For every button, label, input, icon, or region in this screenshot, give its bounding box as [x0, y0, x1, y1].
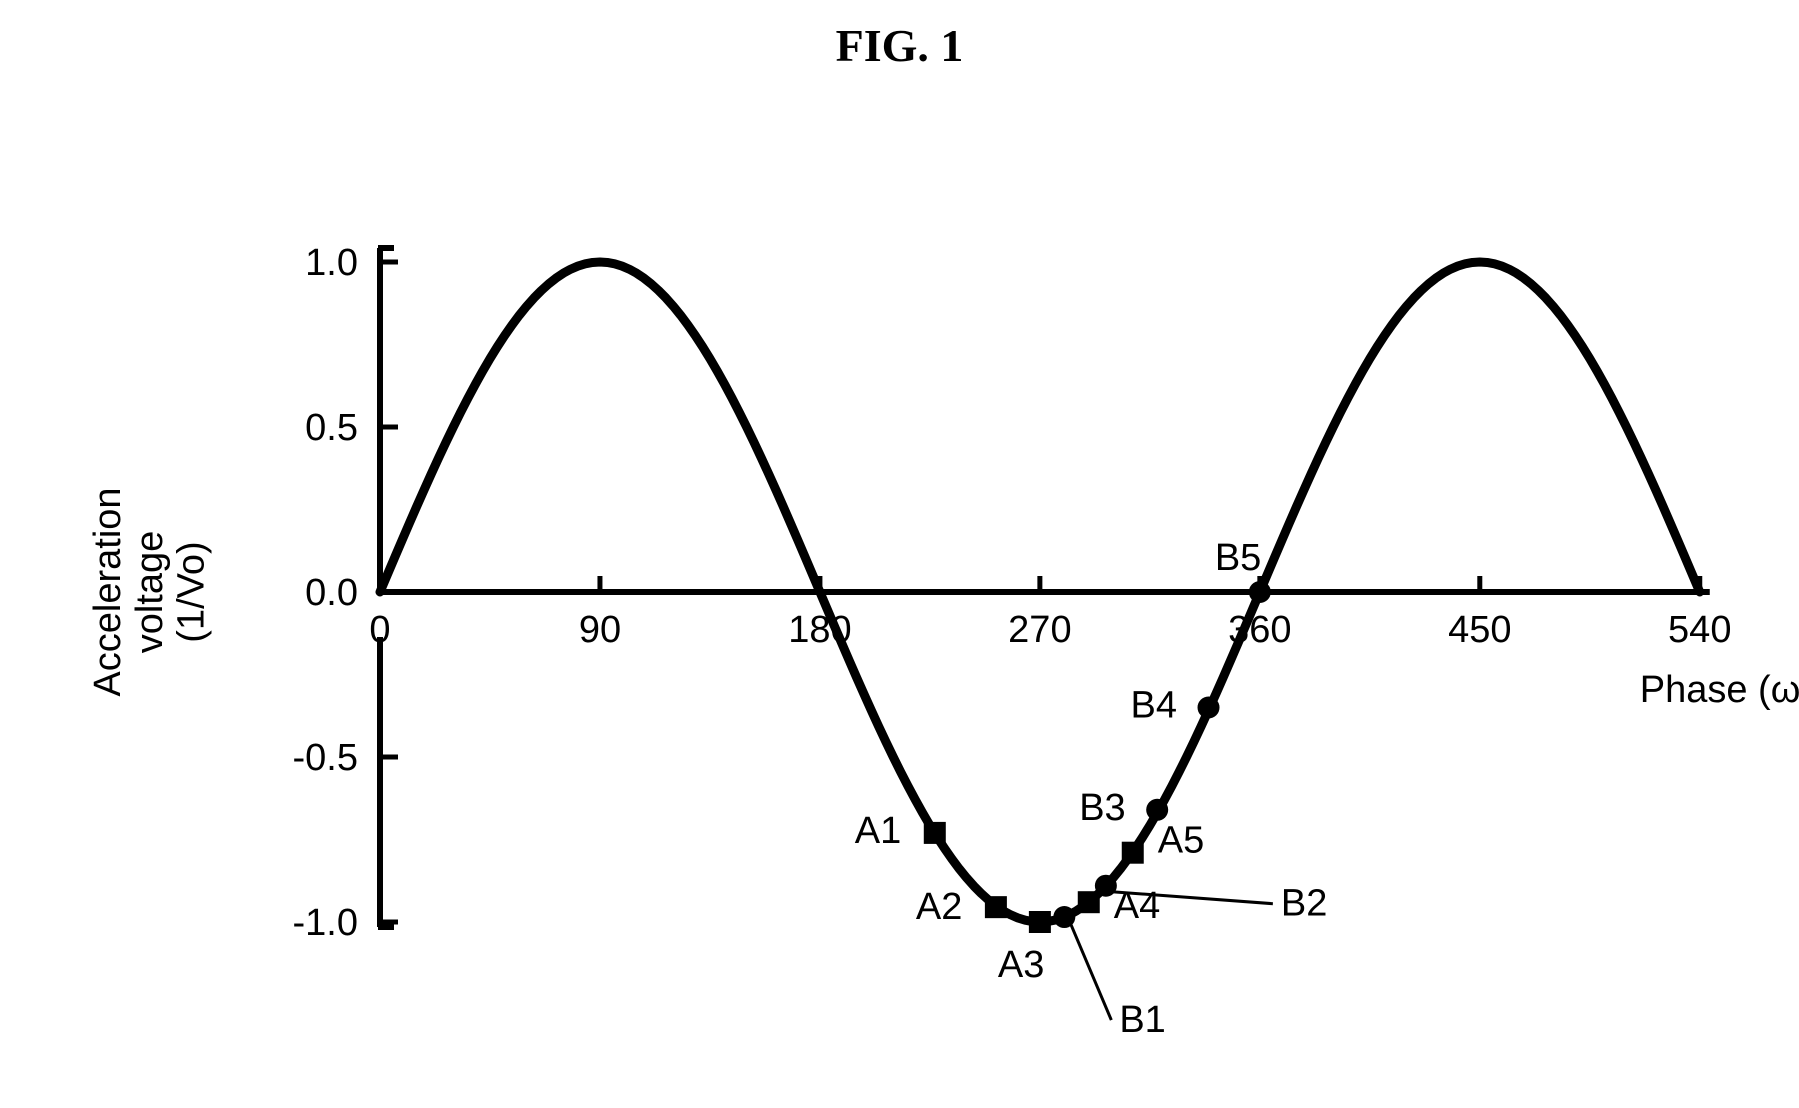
x-tick-label: 450	[1448, 609, 1511, 651]
marker-label: B2	[1281, 882, 1327, 924]
y-axis-label: Accelerationvoltage(1/Vo)	[87, 487, 213, 696]
marker-square	[985, 896, 1007, 918]
y-tick-label: 0.0	[305, 572, 358, 614]
marker-label: A2	[916, 886, 962, 928]
figure-title: FIG. 1	[0, 19, 1799, 72]
y-tick-label: 1.0	[305, 242, 358, 284]
marker-label: A1	[855, 809, 901, 851]
marker-label: B4	[1131, 684, 1177, 726]
marker-square	[1029, 911, 1051, 933]
y-tick-label: 0.5	[305, 407, 358, 449]
x-tick-label: 540	[1668, 609, 1731, 651]
x-tick-label: 0	[369, 609, 390, 651]
marker-square	[1122, 841, 1144, 863]
marker-circle	[1095, 874, 1117, 896]
y-tick-label: -1.0	[293, 902, 358, 944]
x-tick-label: 90	[579, 609, 621, 651]
marker-label: B5	[1215, 537, 1261, 579]
marker-label: B3	[1079, 786, 1125, 828]
marker-label: B1	[1119, 999, 1165, 1041]
marker-label: A5	[1158, 819, 1204, 861]
x-tick-label: 270	[1008, 609, 1071, 651]
marker-circle	[1249, 581, 1271, 603]
x-axis-label: Phase (ωt)	[1640, 669, 1799, 711]
figure-container: FIG. 1 090180270360450540-1.0-0.50.00.51…	[0, 19, 1799, 1090]
marker-circle	[1146, 798, 1168, 820]
marker-square	[924, 821, 946, 843]
leader-line	[1070, 923, 1111, 1020]
y-tick-label: -0.5	[293, 737, 358, 779]
marker-square	[1078, 891, 1100, 913]
marker-label: A3	[998, 944, 1044, 986]
marker-circle	[1198, 696, 1220, 718]
chart-svg: 090180270360450540-1.0-0.50.00.51.0Phase…	[0, 102, 1799, 1090]
